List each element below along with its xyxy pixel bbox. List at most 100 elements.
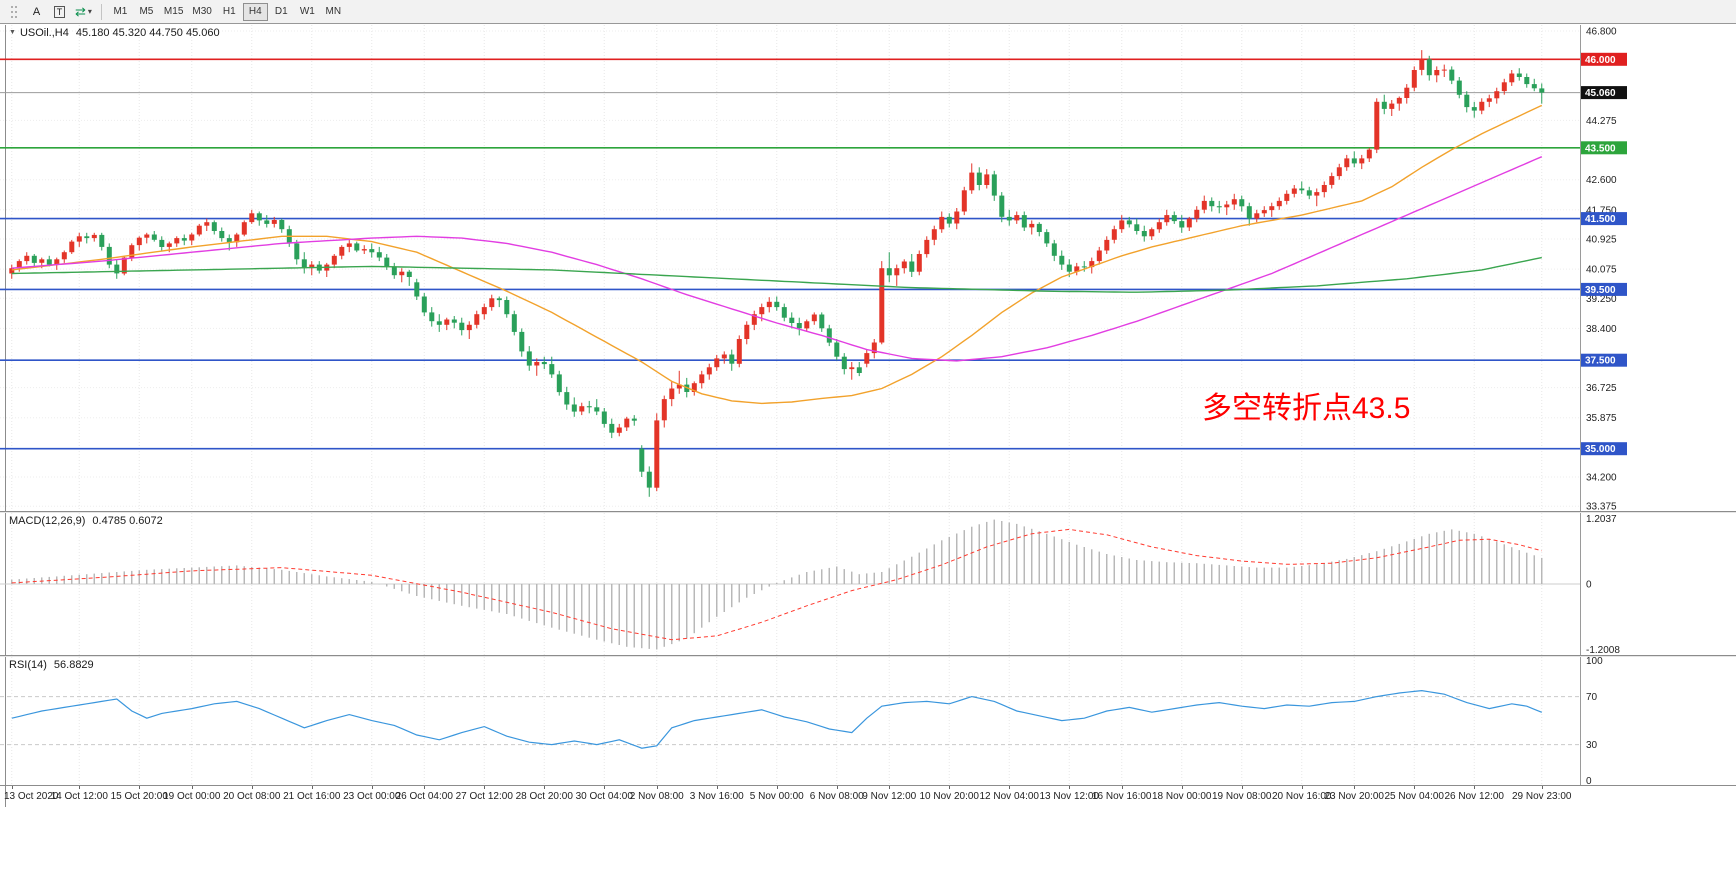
timeframe-button-MN[interactable]: MN (321, 3, 346, 21)
price-badge (1581, 86, 1627, 100)
time-label: 25 Nov 04:00 (1384, 791, 1445, 802)
candles-layer (9, 50, 1545, 497)
axis-label: 0 (1586, 776, 1592, 785)
time-tick (1181, 786, 1183, 789)
rsi-indicator-name: RSI(14) (9, 659, 47, 671)
time-tick (1301, 786, 1303, 789)
axis-label: 39.250 (1586, 294, 1617, 305)
time-tick (1121, 786, 1123, 789)
time-label: 23 Oct 00:00 (343, 791, 401, 802)
time-label: 26 Nov 12:00 (1444, 791, 1505, 802)
rsi-line (11, 689, 1543, 749)
time-tick (1241, 786, 1243, 789)
time-tick (544, 786, 546, 789)
time-label: 26 Oct 04:00 (395, 791, 453, 802)
time-label: 20 Oct 08:00 (223, 791, 281, 802)
toolbar-separator (100, 3, 102, 20)
main-chart-canvas[interactable]: 46.800 44.275 42.600 41.750 40.925 40.075 39.2… (0, 25, 1736, 511)
rsi-indicator-value: 56.8829 (53, 659, 94, 671)
ma-fast-orange (11, 104, 1543, 405)
rsi-chart-canvas[interactable]: 100 70 30 0 (0, 657, 1736, 785)
price-badge-label: 43.500 (1585, 143, 1616, 154)
chart-title: ▼ USOil.,H4 45.180 45.320 44.750 45.060 (9, 27, 220, 39)
horizontal-level-lines (0, 58, 1580, 450)
price-axis[interactable] (1581, 25, 1731, 511)
chart-annotation: 多空转折点43.5 (1202, 392, 1411, 425)
chart-ohlc-values: 45.180 45.320 44.750 45.060 (75, 27, 220, 39)
timeframe-button-H1[interactable]: H1 (217, 3, 242, 21)
timeframe-button-H4[interactable]: H4 (242, 2, 268, 21)
axis-label: 30 (1586, 740, 1598, 751)
price-badge-label: 35.000 (1585, 444, 1616, 455)
timeframe-button-M1[interactable]: M1 (108, 3, 133, 21)
axis-label: 36.725 (1586, 383, 1617, 394)
time-tick (1541, 786, 1543, 789)
axis-label: 70 (1586, 692, 1598, 703)
timeframe-button-W1[interactable]: W1 (295, 3, 320, 21)
time-label: 23 Nov 20:00 (1324, 791, 1385, 802)
price-badge (1581, 52, 1627, 66)
symbols-cycle-button[interactable]: ⇄ ▾ (72, 2, 95, 21)
price-axis[interactable] (1581, 513, 1731, 655)
time-label: 19 Nov 08:00 (1212, 791, 1272, 802)
cycle-arrows-icon: ⇄ (75, 3, 86, 19)
macd-indicator-name: MACD(12,26,9) (9, 515, 86, 527)
axis-label: 34.200 (1586, 473, 1617, 484)
chart-left-border (5, 25, 6, 807)
axis-label: 100 (1586, 657, 1603, 667)
time-tick (836, 786, 838, 789)
axis-label: 1.2037 (1586, 514, 1617, 525)
price-badge (1581, 212, 1627, 226)
time-label: 20 Nov 16:00 (1272, 791, 1332, 802)
main-chart-panel: 46.800 44.275 42.600 41.750 40.925 40.075 39.2… (0, 25, 1736, 511)
price-badge-label: 45.060 (1585, 88, 1616, 99)
axis-label: 46.800 (1586, 27, 1617, 38)
panel-splitter[interactable] (0, 655, 1736, 657)
time-label: 16 Nov 16:00 (1092, 791, 1152, 802)
time-label: 30 Oct 04:00 (575, 791, 633, 802)
time-tick (79, 786, 81, 789)
macd-chart-canvas[interactable]: 1.2037 0 -1.2008 (0, 513, 1736, 655)
grid (0, 25, 1580, 511)
time-label: 19 Oct 00:00 (163, 791, 221, 802)
frame-tool-label: T (53, 5, 66, 18)
timeframe-group: M1 M5 M15 M30 H1 H4 D1 W1 MN (108, 2, 346, 21)
price-axis[interactable] (1581, 657, 1731, 785)
axis-label: 40.075 (1586, 265, 1617, 276)
time-tick (656, 786, 658, 789)
axis-label: 0 (1586, 580, 1592, 591)
time-axis[interactable]: 13 Oct 2020 14 Oct 12:00 15 Oct 20:00 19 Oc… (0, 785, 1736, 808)
timeframe-button-D1[interactable]: D1 (269, 3, 294, 21)
price-badge (1581, 141, 1627, 155)
time-tick (11, 786, 13, 789)
time-label: 3 Nov 16:00 (689, 791, 744, 802)
time-label: 10 Nov 20:00 (919, 791, 980, 802)
time-label: 13 Oct 2020 (4, 791, 59, 802)
text-tool-button[interactable]: A (26, 2, 47, 21)
price-badge (1581, 282, 1627, 296)
ma-mid-magenta (11, 156, 1543, 362)
chevron-down-icon: ▾ (87, 7, 92, 16)
axis-label: 38.400 (1586, 324, 1617, 335)
macd-panel: 1.2037 0 -1.2008 MACD(12,26,9) 0.4785 0.607… (0, 513, 1736, 655)
time-label: 27 Oct 12:00 (455, 791, 513, 802)
axis-label: -1.2008 (1586, 645, 1620, 655)
axis-label: 42.600 (1586, 175, 1617, 186)
time-label: 28 Oct 20:00 (515, 791, 573, 802)
timeframe-button-M30[interactable]: M30 (188, 3, 215, 21)
panel-splitter[interactable] (0, 511, 1736, 513)
time-tick (1354, 786, 1356, 789)
time-tick (139, 786, 141, 789)
grip-dots-icon (10, 5, 17, 18)
drag-grip[interactable] (3, 2, 24, 21)
timeframe-button-M5[interactable]: M5 (134, 3, 159, 21)
time-label: 14 Oct 12:00 (50, 791, 108, 802)
chart-window: 46.800 44.275 42.600 41.750 40.925 40.075 39.2… (0, 25, 1736, 895)
price-badge (1581, 353, 1627, 367)
time-tick (889, 786, 891, 789)
frame-tool-button[interactable]: T (49, 2, 70, 21)
timeframe-button-M15[interactable]: M15 (160, 3, 187, 21)
time-label: 21 Oct 16:00 (283, 791, 341, 802)
time-tick (1009, 786, 1011, 789)
time-tick (424, 786, 426, 789)
